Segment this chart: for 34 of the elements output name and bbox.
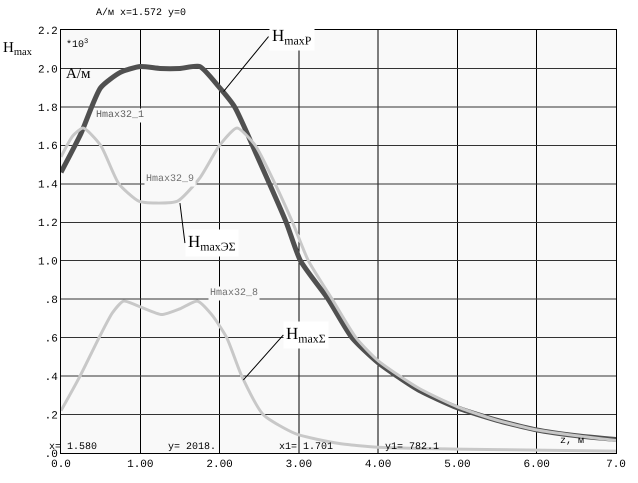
annotation: Hmax32_8 <box>210 288 258 299</box>
x-tick-label: 4.00 <box>364 459 392 472</box>
x-tick-label: 7.0 <box>606 459 626 472</box>
annotation: x1= 1.701 <box>279 442 334 453</box>
x-tick-label: 0.0 <box>51 459 71 472</box>
y-tick-label: 1.2 <box>38 218 58 230</box>
y-tick-label: 1.6 <box>38 141 58 154</box>
x-tick-label: 5.00 <box>444 459 471 472</box>
x-tick-label: 3.00 <box>286 459 312 472</box>
x-axis-title: z, м <box>560 436 584 447</box>
annotation: H$_{maxΣ}$ <box>286 324 326 346</box>
y-tick-label: .6 <box>44 333 58 346</box>
annotation: *10$^{3}$ <box>66 38 88 52</box>
y-tick-label: 1.4 <box>38 180 58 192</box>
y-tick-label: 2.0 <box>38 64 58 76</box>
x-tick-label: 6.00 <box>524 459 550 472</box>
x-tick-label: 2.00 <box>206 459 233 472</box>
annotation: H$_{maxЭΣ}$ <box>188 232 236 254</box>
y-tick-label: .8 <box>44 295 58 308</box>
x-tick-label: 1.00 <box>127 459 154 472</box>
line-series <box>61 300 616 453</box>
annotation: Hmax32_1 <box>96 110 144 121</box>
y-tick-label: 2.2 <box>38 26 58 38</box>
annotation: y1= 782.1 <box>385 442 440 453</box>
y-tick-label: .2 <box>44 410 58 422</box>
annotation: А/м <box>66 66 91 82</box>
y-tick-label: 1.0 <box>38 256 58 269</box>
annotation: Hmax32_9 <box>146 174 194 185</box>
y-tick-label: .4 <box>44 372 58 384</box>
annotation: H$_{maxP}$ <box>272 26 312 48</box>
y-axis-title: H$_{max}$ <box>3 40 33 58</box>
annotation: y= 2018. <box>168 442 216 453</box>
text: А/м x=1.572 y=0 <box>96 7 186 19</box>
y-tick-label: 1.8 <box>38 102 58 115</box>
